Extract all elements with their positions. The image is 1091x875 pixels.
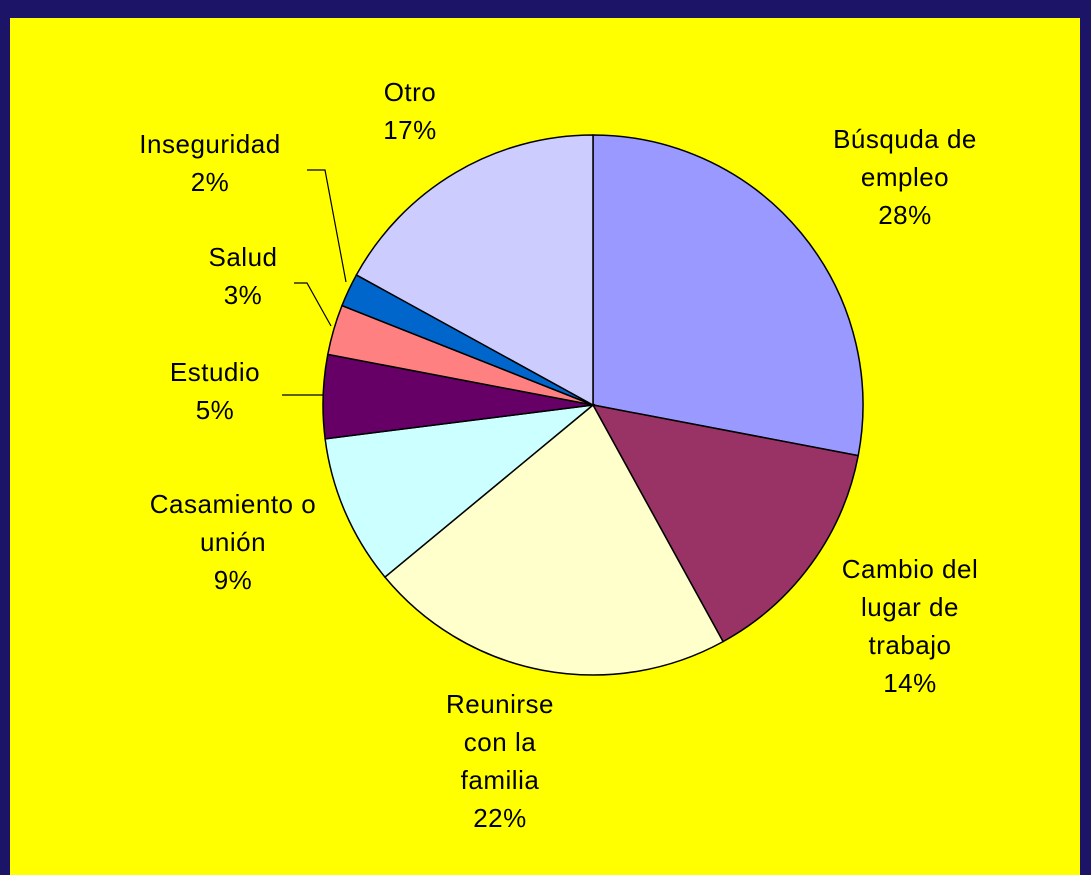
pie-slice — [383, 403, 725, 676]
value-label: 22% — [473, 803, 527, 833]
slice-label: Casamiento o unión 9% — [133, 485, 333, 599]
value-label: 28% — [878, 200, 932, 230]
value-label: 2% — [190, 167, 230, 197]
slice-label: Otro 17% — [335, 73, 485, 149]
slice-label: Salud 3% — [168, 238, 318, 314]
value-label: 17% — [383, 115, 437, 145]
category-name: Casamiento o unión — [149, 489, 317, 557]
slice-label: Cambio del lugar de trabajo 14% — [820, 550, 1000, 702]
slice-label: Inseguridad 2% — [100, 125, 320, 201]
value-label: 14% — [883, 668, 937, 698]
slice-label-text: Cambio del lugar de trabajo 14% — [820, 550, 1000, 702]
slice-label-text: Búsquda de empleo 28% — [800, 120, 1010, 234]
value-label: 9% — [213, 565, 253, 595]
category-name: Búsquda de empleo — [833, 124, 977, 192]
slice-label-text: Salud 3% — [168, 238, 318, 314]
pie-slice — [324, 403, 596, 579]
value-label: 3% — [223, 280, 263, 310]
category-name: Inseguridad — [139, 129, 281, 159]
category-name: Cambio del lugar de trabajo — [841, 554, 979, 660]
category-name: Salud — [208, 242, 278, 272]
slice-label: Reunirse con la familia 22% — [425, 685, 575, 837]
value-label: 5% — [195, 395, 235, 425]
slice-label-text: Inseguridad 2% — [100, 125, 320, 201]
pie-slice — [591, 403, 860, 643]
leader-line — [307, 169, 347, 283]
slice-label-text: Reunirse con la familia 22% — [425, 685, 575, 837]
pie-slice — [592, 134, 864, 457]
pie-slice — [355, 134, 594, 407]
slice-label-text: Otro 17% — [335, 73, 485, 149]
category-name: Reunirse con la familia — [445, 689, 555, 795]
leader-line — [294, 282, 332, 327]
slice-label-text: Casamiento o unión 9% — [133, 485, 333, 599]
slice-label: Búsquda de empleo 28% — [800, 120, 1010, 234]
category-name: Otro — [383, 77, 437, 107]
slice-label-text: Estudio 5% — [140, 353, 290, 429]
category-name: Estudio — [169, 357, 261, 387]
slice-label: Estudio 5% — [140, 353, 290, 429]
